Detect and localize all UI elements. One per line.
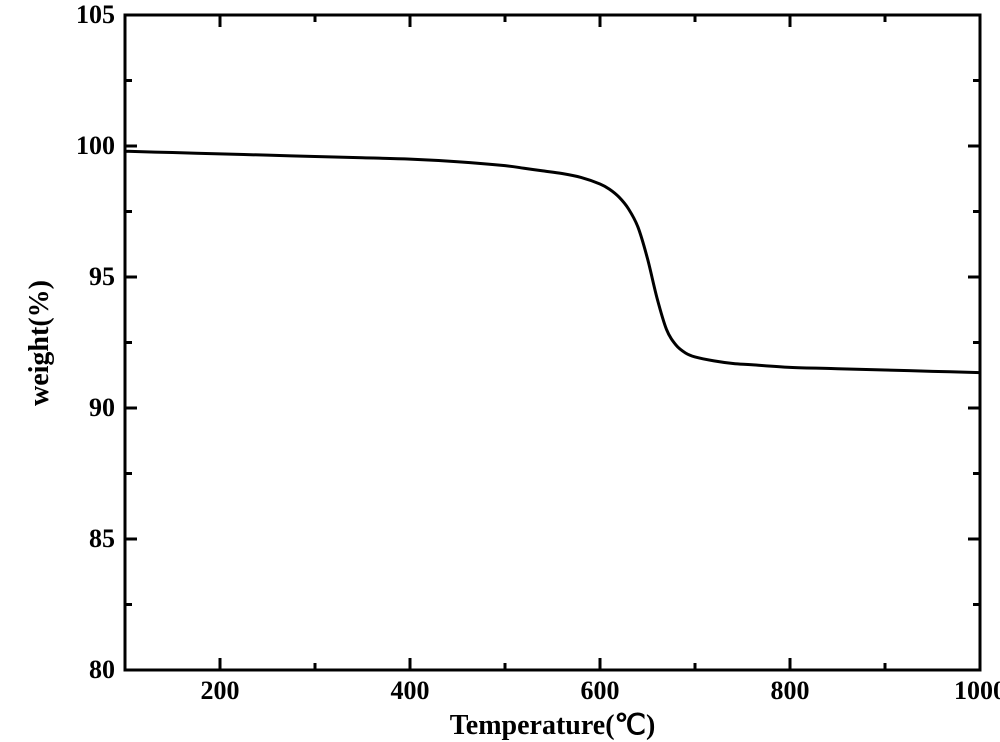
x-tick-label: 400 (370, 676, 450, 706)
x-tick-label: 1000 (940, 676, 1000, 706)
y-axis-label: weight(%) (24, 280, 56, 406)
y-tick-label: 80 (55, 655, 115, 685)
x-tick-label: 200 (180, 676, 260, 706)
y-tick-label: 95 (55, 262, 115, 292)
y-tick-label: 90 (55, 393, 115, 423)
y-tick-label: 100 (55, 131, 115, 161)
y-tick-label: 85 (55, 524, 115, 554)
x-axis-label: Temperature(℃) (450, 708, 656, 742)
plot-frame (125, 15, 980, 670)
y-tick-label: 105 (55, 0, 115, 30)
x-tick-label: 600 (560, 676, 640, 706)
x-tick-label: 800 (750, 676, 830, 706)
plot-svg (0, 0, 1000, 742)
figure: weight(%) Temperature(℃) 200 400 600 800 100… (0, 0, 1000, 742)
